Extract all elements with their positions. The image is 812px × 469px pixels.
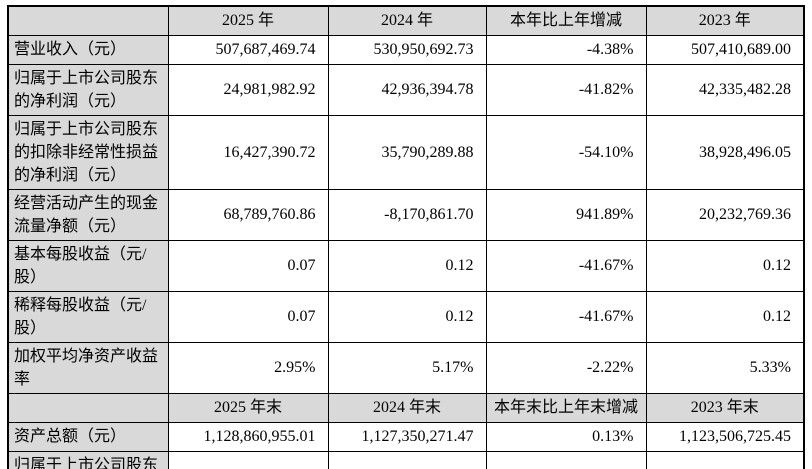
key-financials-table: 2025 年 2024 年 本年比上年增减 2023 年 营业收入（元） 507… [7, 5, 805, 469]
cell-2023: 821,142,655.79 [645, 450, 805, 469]
cell-2023: 507,410,689.00 [645, 34, 805, 65]
table-row-net-profit: 归属于上市公司股东的净利润（元） 24,981,982.92 42,936,39… [7, 63, 805, 116]
cell-2024: -8,170,861.70 [327, 188, 487, 241]
cell-change: -41.67% [485, 290, 647, 343]
yearend-header-row: 2025 年末 2024 年末 本年末比上年末增减 2023 年末 [7, 392, 805, 423]
table-row-operating-cash-flow: 经营活动产生的现金流量净额（元） 68,789,760.86 -8,170,86… [7, 188, 805, 241]
cell-2025: 852,890,862.61 [167, 450, 329, 469]
table-row-diluted-eps: 稀释每股收益（元/股） 0.07 0.12 -41.67% 0.12 [7, 290, 805, 343]
cell-change: 0.13% [485, 421, 647, 452]
cell-2024: 0.12 [327, 239, 487, 292]
row-label: 归属于上市公司股东的净资产（元） [7, 450, 169, 469]
cell-change: 0.59% [485, 450, 647, 469]
cell-2025: 0.07 [167, 290, 329, 343]
cell-2023: 0.12 [645, 290, 805, 343]
cell-2023: 1,123,506,725.45 [645, 421, 805, 452]
cell-2025: 0.07 [167, 239, 329, 292]
cell-2023: 0.12 [645, 239, 805, 292]
cell-2025: 2.95% [167, 341, 329, 394]
cell-2024: 1,127,350,271.47 [327, 421, 487, 452]
table-row-basic-eps: 基本每股收益（元/股） 0.07 0.12 -41.67% 0.12 [7, 239, 805, 292]
yearend-header-2023: 2023 年末 [645, 392, 805, 423]
cell-2023: 5.33% [645, 341, 805, 394]
annual-header-2023: 2023 年 [645, 5, 805, 36]
cell-2025: 68,789,760.86 [167, 188, 329, 241]
table-row-net-profit-excl-nonrecurring: 归属于上市公司股东的扣除非经常性损益的净利润（元） 16,427,390.72 … [7, 114, 805, 190]
yearend-header-2025: 2025 年末 [167, 392, 329, 423]
cell-2024: 847,869,725.56 [327, 450, 487, 469]
yearend-header-change: 本年末比上年末增减 [485, 392, 647, 423]
cell-2025: 16,427,390.72 [167, 114, 329, 190]
cell-change: -41.82% [485, 63, 647, 116]
cell-change: -2.22% [485, 341, 647, 394]
cell-2024: 42,936,394.78 [327, 63, 487, 116]
annual-header-2024: 2024 年 [327, 5, 487, 36]
row-label: 经营活动产生的现金流量净额（元） [7, 188, 169, 241]
row-label: 资产总额（元） [7, 421, 169, 452]
row-label: 归属于上市公司股东的扣除非经常性损益的净利润（元） [7, 114, 169, 190]
cell-2023: 38,928,496.05 [645, 114, 805, 190]
row-label: 加权平均净资产收益率 [7, 341, 169, 394]
table-row-weighted-avg-roe: 加权平均净资产收益率 2.95% 5.17% -2.22% 5.33% [7, 341, 805, 394]
cell-2025: 1,128,860,955.01 [167, 421, 329, 452]
annual-header-blank [7, 5, 169, 36]
cell-2024: 530,950,692.73 [327, 34, 487, 65]
row-label: 归属于上市公司股东的净利润（元） [7, 63, 169, 116]
yearend-header-2024: 2024 年末 [327, 392, 487, 423]
cell-change: -54.10% [485, 114, 647, 190]
cell-2024: 35,790,289.88 [327, 114, 487, 190]
row-label: 稀释每股收益（元/股） [7, 290, 169, 343]
cell-change: 941.89% [485, 188, 647, 241]
cell-change: -41.67% [485, 239, 647, 292]
row-label: 营业收入（元） [7, 34, 169, 65]
cell-2023: 20,232,769.36 [645, 188, 805, 241]
table-row-net-assets: 归属于上市公司股东的净资产（元） 852,890,862.61 847,869,… [7, 450, 805, 469]
cell-2025: 24,981,982.92 [167, 63, 329, 116]
table-row-revenue: 营业收入（元） 507,687,469.74 530,950,692.73 -4… [7, 34, 805, 65]
yearend-header-blank [7, 392, 169, 423]
cell-change: -4.38% [485, 34, 647, 65]
cell-2025: 507,687,469.74 [167, 34, 329, 65]
annual-header-2025: 2025 年 [167, 5, 329, 36]
annual-header-row: 2025 年 2024 年 本年比上年增减 2023 年 [7, 5, 805, 36]
annual-header-change: 本年比上年增减 [485, 5, 647, 36]
cell-2023: 42,335,482.28 [645, 63, 805, 116]
row-label: 基本每股收益（元/股） [7, 239, 169, 292]
table-row-total-assets: 资产总额（元） 1,128,860,955.01 1,127,350,271.4… [7, 421, 805, 452]
cell-2024: 5.17% [327, 341, 487, 394]
cell-2024: 0.12 [327, 290, 487, 343]
